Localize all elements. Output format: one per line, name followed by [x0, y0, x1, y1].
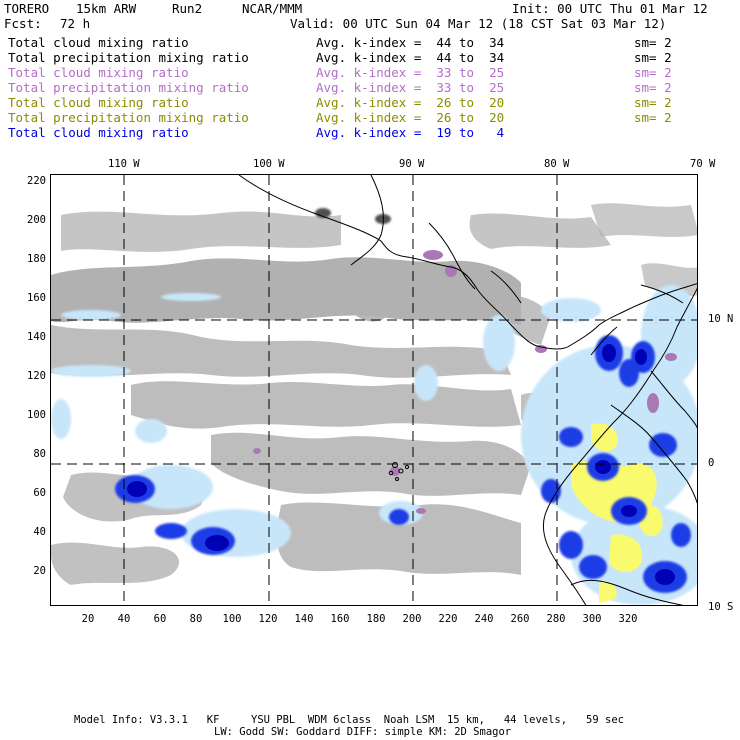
legend-index: Avg. k-index = 26 to 20	[316, 95, 505, 110]
x-tick-label: 120	[258, 613, 278, 625]
x-tick-label: 320	[618, 613, 638, 625]
legend-smoothing: sm= 2	[634, 35, 672, 50]
longitude-label: 90 W	[399, 158, 425, 170]
x-tick-label: 180	[366, 613, 386, 625]
lat-lon-grid	[51, 175, 697, 605]
latitude-label: 0	[708, 457, 715, 469]
forecast-value: 72 h	[60, 16, 91, 31]
y-tick-label: 160	[27, 292, 46, 304]
y-tick-label: 100	[27, 409, 46, 421]
x-tick-label: 220	[438, 613, 458, 625]
x-tick-label: 300	[582, 613, 602, 625]
x-tick-label: 60	[153, 613, 167, 625]
x-tick-label: 240	[474, 613, 494, 625]
x-tick-label: 100	[222, 613, 242, 625]
longitude-label: 80 W	[544, 158, 570, 170]
latitude-label: 10 N	[708, 313, 734, 325]
y-tick-label: 180	[27, 253, 46, 265]
y-tick-label: 140	[27, 331, 46, 343]
forecast-label: Fcst:	[4, 16, 42, 31]
x-tick-label: 280	[546, 613, 566, 625]
coastlines	[238, 175, 697, 605]
y-tick-label: 80	[33, 448, 46, 460]
x-tick-label: 160	[330, 613, 350, 625]
y-tick-label: 60	[33, 487, 46, 499]
legend-field: Total precipitation mixing ratio	[8, 80, 249, 95]
longitude-label: 100 W	[253, 158, 285, 170]
legend-field: Total cloud mixing ratio	[8, 125, 189, 140]
legend-index: Avg. k-index = 33 to 25	[316, 80, 505, 95]
y-tick-label: 220	[27, 175, 46, 187]
model-name: TORERO	[4, 1, 50, 16]
legend-smoothing: sm= 2	[634, 80, 672, 95]
x-tick-label: 200	[402, 613, 422, 625]
x-tick-label: 80	[189, 613, 203, 625]
legend-field: Total cloud mixing ratio	[8, 65, 189, 80]
gray-cloud-field	[51, 203, 697, 585]
y-tick-label: 20	[33, 565, 46, 577]
legend-smoothing: sm= 2	[634, 50, 672, 65]
legend-index: Avg. k-index = 44 to 34	[316, 50, 505, 65]
legend-field: Total cloud mixing ratio	[8, 95, 189, 110]
map-panel	[50, 174, 698, 606]
init-time: Init: 00 UTC Thu 01 Mar 12	[512, 1, 708, 16]
legend-index: Avg. k-index = 19 to 4	[316, 125, 505, 140]
x-tick-label: 140	[294, 613, 314, 625]
x-tick-label: 40	[117, 613, 131, 625]
y-tick-label: 200	[27, 214, 46, 226]
longitude-label: 70 W	[690, 158, 716, 170]
organization: NCAR/MMM	[242, 1, 303, 16]
legend-index: Avg. k-index = 26 to 20	[316, 110, 505, 125]
legend-field: Total precipitation mixing ratio	[8, 50, 249, 65]
valid-time: Valid: 00 UTC Sun 04 Mar 12 (18 CST Sat …	[290, 16, 667, 31]
model-info-line: Model Info: V3.3.1 KF YSU PBL WDM 6class…	[74, 714, 624, 726]
legend-smoothing: sm= 2	[634, 65, 672, 80]
longitude-label: 110 W	[108, 158, 140, 170]
legend-smoothing: sm= 2	[634, 110, 672, 125]
x-tick-label: 20	[81, 613, 95, 625]
legend-field: Total cloud mixing ratio	[8, 35, 189, 50]
run-label: Run2	[172, 1, 203, 16]
physics-info-line: LW: Godd SW: Goddard DIFF: simple KM: 2D…	[214, 726, 512, 738]
legend-index: Avg. k-index = 33 to 25	[316, 65, 505, 80]
legend-smoothing: sm= 2	[634, 95, 672, 110]
weather-map	[51, 175, 697, 605]
legend-index: Avg. k-index = 44 to 34	[316, 35, 505, 50]
legend-field: Total precipitation mixing ratio	[8, 110, 249, 125]
x-tick-label: 260	[510, 613, 530, 625]
latitude-label: 10 S	[708, 601, 734, 613]
y-tick-label: 40	[33, 526, 46, 538]
y-tick-label: 120	[27, 370, 46, 382]
model-resolution: 15km ARW	[76, 1, 137, 16]
